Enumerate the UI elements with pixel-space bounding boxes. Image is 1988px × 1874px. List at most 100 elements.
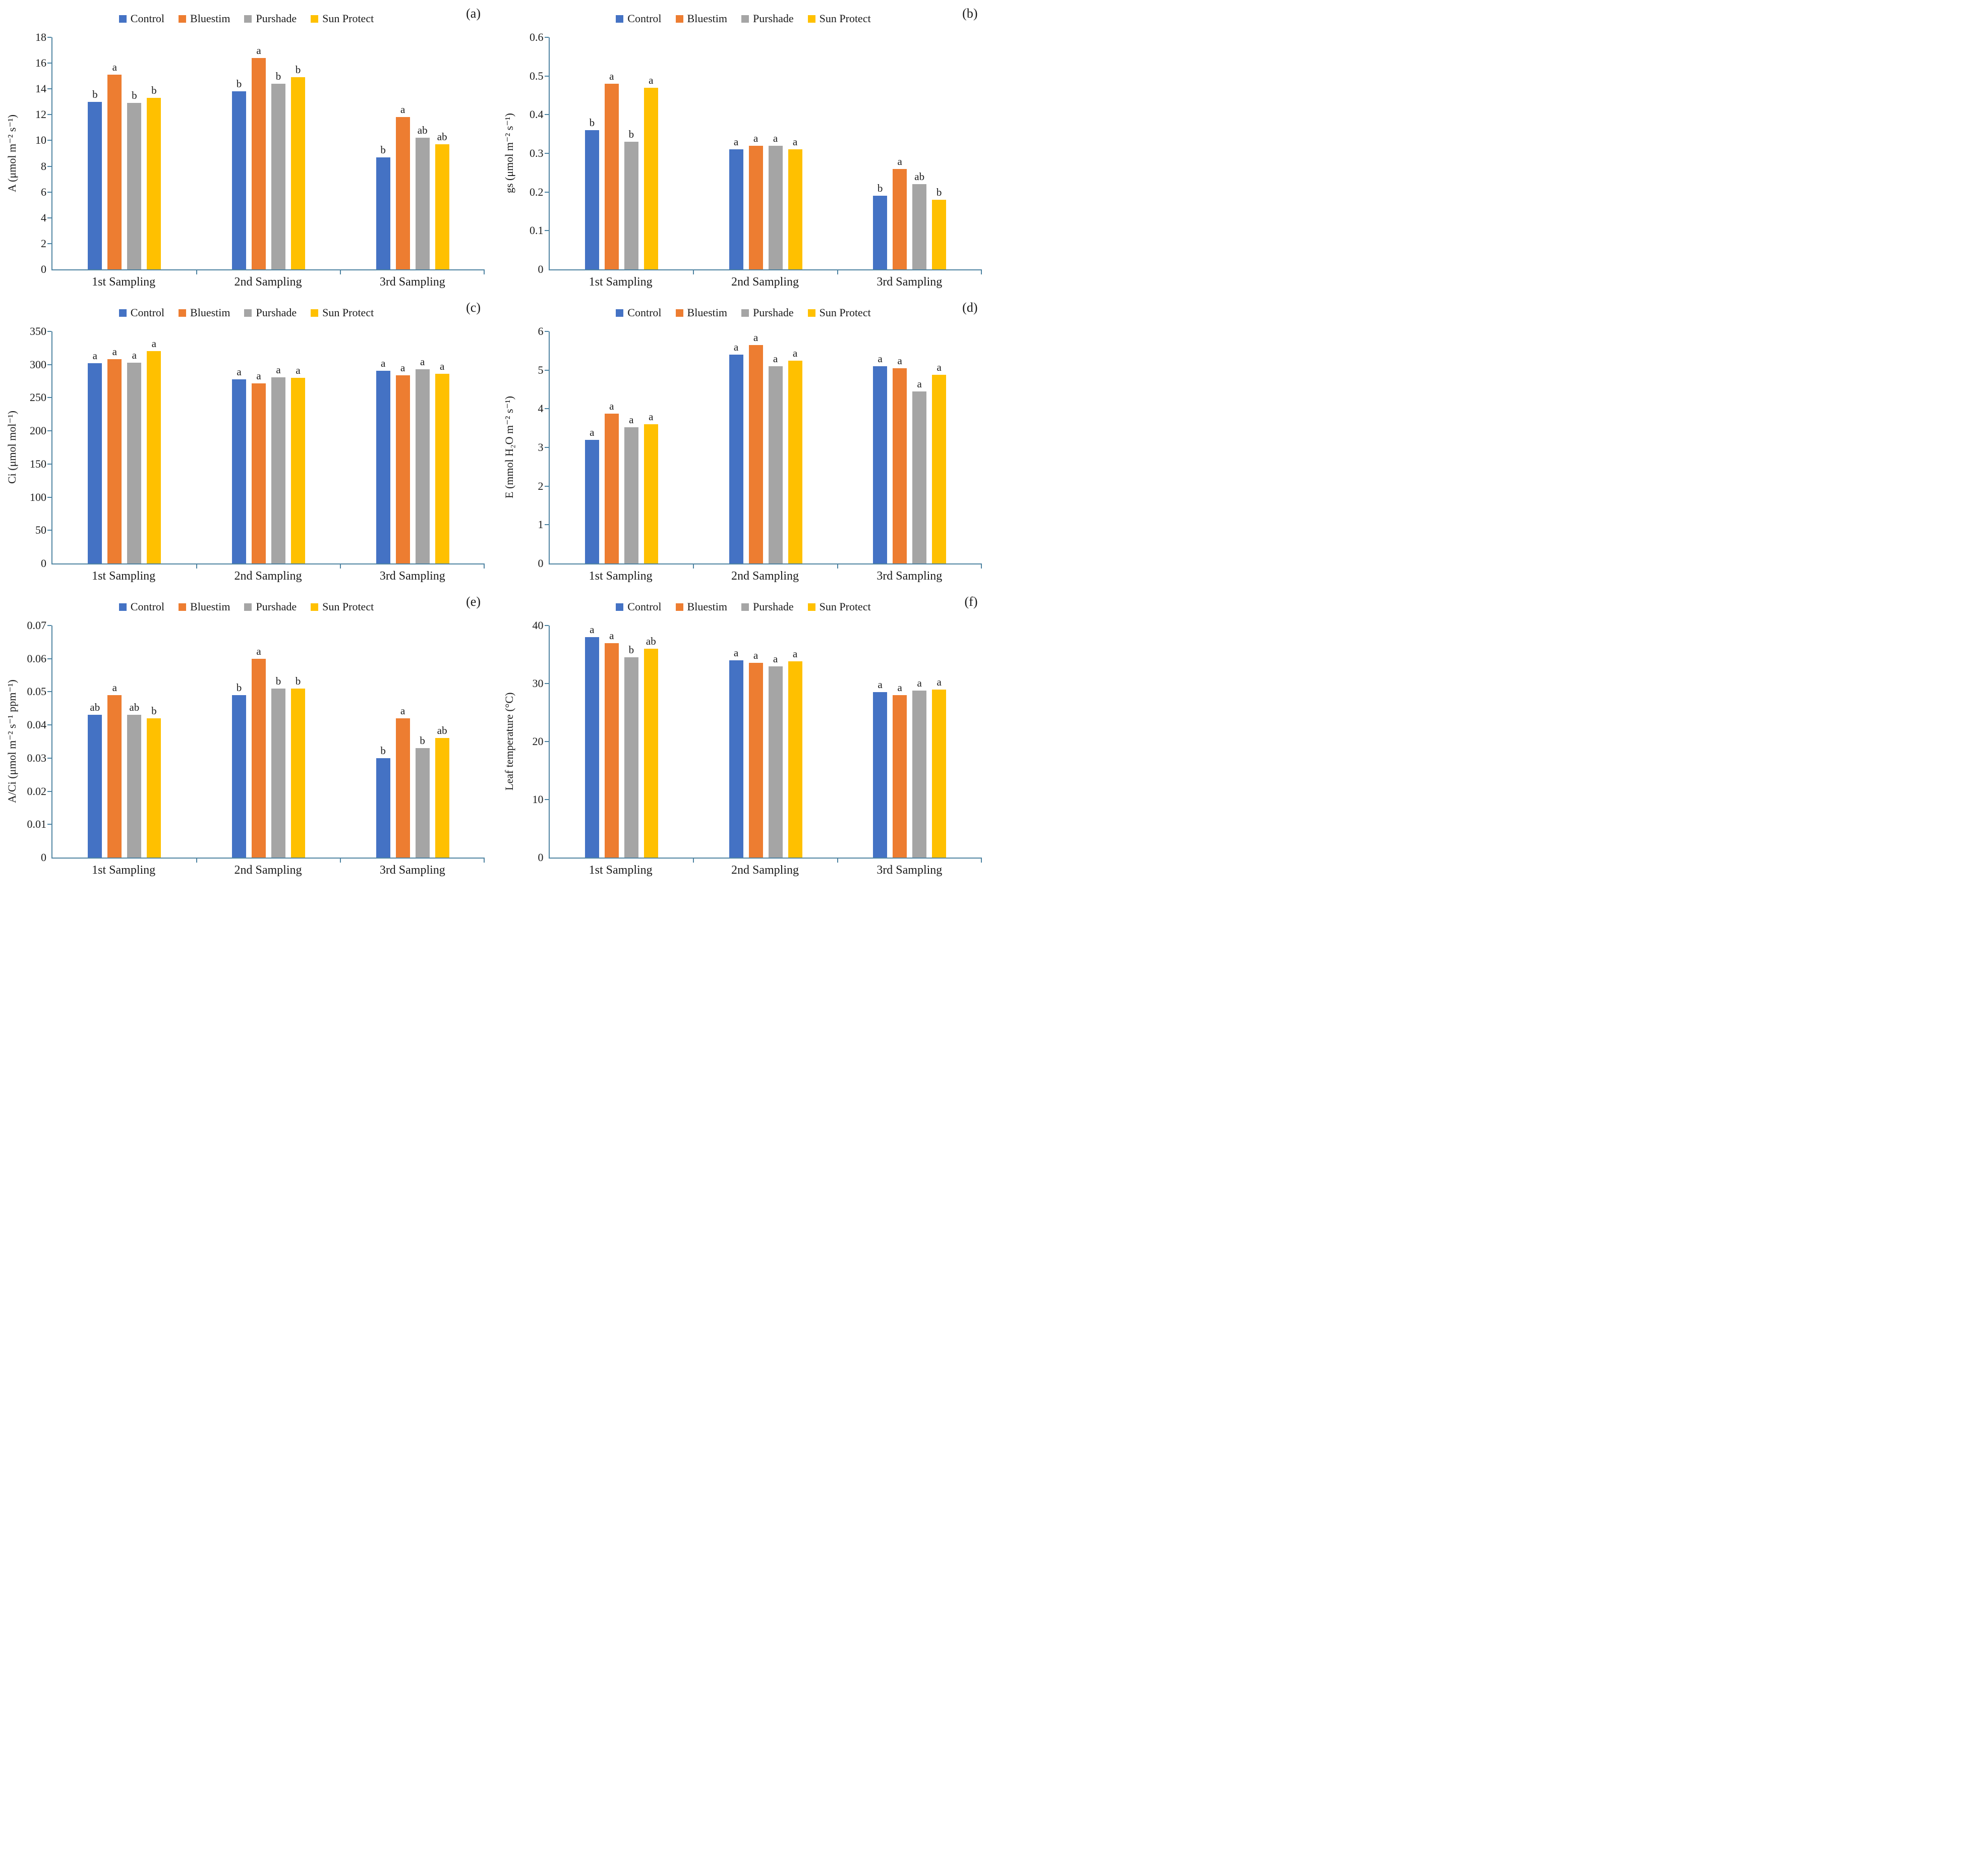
legend-swatch-icon bbox=[179, 309, 187, 317]
significance-letter: a bbox=[917, 377, 922, 390]
x-tick-mark bbox=[980, 270, 982, 274]
bar-slot-sun-protect: b bbox=[932, 187, 947, 269]
y-tick-mark bbox=[544, 114, 549, 116]
bar-purshade-1st-sampling bbox=[624, 427, 638, 563]
plot-area: a a a a a a a a a a a a bbox=[544, 331, 982, 569]
y-axis-tick-labels: 0 10 20 30 40 bbox=[518, 620, 549, 863]
bar-sun-protect-1st-sampling bbox=[644, 424, 658, 563]
y-tick-label: 0 bbox=[538, 557, 544, 570]
legend-swatch-icon bbox=[616, 603, 624, 611]
bar-slot-sun-protect: a bbox=[291, 365, 305, 563]
bar-slot-control: b bbox=[88, 89, 102, 269]
bar-sun-protect-3rd-sampling bbox=[435, 144, 449, 269]
y-axis-tick-labels: 0 0.01 0.02 0.03 0.04 0.05 0.06 0.07 bbox=[21, 620, 51, 863]
x-tick-mark bbox=[340, 859, 341, 863]
x-tick-mark bbox=[340, 564, 341, 569]
y-axis-tick-labels: 0 50 100 150 200 250 300 350 bbox=[21, 326, 51, 569]
legend-item-purshade: Purshade bbox=[244, 600, 297, 613]
bar-sun-protect-3rd-sampling bbox=[435, 738, 449, 858]
legend-item-purshade: Purshade bbox=[244, 12, 297, 25]
x-axis-category-labels: 1st Sampling 2nd Sampling 3rd Sampling bbox=[51, 864, 485, 877]
significance-letter: a bbox=[937, 675, 942, 688]
significance-letter: a bbox=[753, 331, 758, 344]
y-tick-label: 0.05 bbox=[27, 685, 47, 698]
significance-letter: a bbox=[590, 623, 595, 636]
legend-swatch-icon bbox=[311, 15, 319, 23]
y-tick-mark bbox=[47, 824, 51, 825]
y-tick-mark bbox=[544, 799, 549, 800]
panel-header: Control Bluestim Purshade Sun Protect (d) bbox=[500, 300, 987, 324]
six-panel-bar-chart-figure: Control Bluestim Purshade Sun Protect (a) A (… bbox=[0, 0, 994, 882]
bar-control-1st-sampling bbox=[584, 439, 599, 563]
significance-letter: ab bbox=[914, 171, 925, 183]
significance-letter: a bbox=[420, 355, 425, 368]
bar-control-1st-sampling bbox=[88, 363, 102, 563]
bar-slot-sun-protect: a bbox=[932, 675, 947, 858]
y-tick-mark bbox=[47, 530, 51, 531]
y-tick-label: 4 bbox=[41, 211, 46, 224]
bar-slot-sun-protect: ab bbox=[435, 132, 449, 269]
x-tick-mark bbox=[980, 564, 982, 569]
bar-slot-control: b bbox=[376, 745, 390, 858]
y-tick-mark bbox=[544, 369, 549, 371]
x-axis-category-labels: 1st Sampling 2nd Sampling 3rd Sampling bbox=[549, 864, 982, 877]
legend-swatch-icon bbox=[675, 603, 683, 611]
x-category-label: 3rd Sampling bbox=[876, 275, 943, 289]
legend-item-control: Control bbox=[119, 12, 164, 25]
x-category-label: 1st Sampling bbox=[589, 864, 653, 877]
legend-label: Control bbox=[130, 600, 165, 613]
bar-slot-sun-protect: a bbox=[788, 649, 802, 858]
bar-slot-purshade: b bbox=[415, 735, 430, 858]
legend-item-control: Control bbox=[616, 306, 662, 319]
bar-purshade-1st-sampling bbox=[127, 362, 142, 563]
y-axis-title: A (μmol m⁻² s⁻¹) bbox=[6, 115, 18, 192]
x-category-label: 1st Sampling bbox=[92, 275, 156, 289]
bar-slot-sun-protect: a bbox=[788, 348, 802, 563]
y-tick-label: 6 bbox=[41, 185, 46, 198]
legend: Control Bluestim Purshade Sun Protect bbox=[616, 12, 871, 25]
bar-bluestim-1st-sampling bbox=[604, 84, 619, 269]
bar-slot-purshade: b bbox=[271, 71, 285, 269]
bar-group-2nd-sampling: b a b b bbox=[197, 37, 341, 269]
x-category-label: 2nd Sampling bbox=[234, 570, 302, 583]
y-tick-mark bbox=[47, 63, 51, 64]
legend-label: Purshade bbox=[752, 306, 794, 319]
y-tick-mark bbox=[47, 757, 51, 759]
bar-slot-sun-protect: a bbox=[644, 75, 658, 269]
bar-bluestim-3rd-sampling bbox=[893, 168, 907, 269]
bar-slot-control: a bbox=[729, 342, 743, 563]
bar-control-2nd-sampling bbox=[729, 149, 743, 269]
significance-letter: a bbox=[773, 132, 778, 144]
legend-swatch-icon bbox=[311, 309, 319, 317]
significance-letter: a bbox=[92, 350, 97, 362]
bar-sun-protect-2nd-sampling bbox=[788, 149, 802, 269]
bar-group-1st-sampling: a a b ab bbox=[550, 623, 694, 858]
y-tick-label: 0.06 bbox=[27, 652, 47, 665]
bar-slot-control: b bbox=[232, 683, 246, 858]
legend: Control Bluestim Purshade Sun Protect bbox=[119, 600, 374, 613]
bar-slot-control: a bbox=[584, 623, 599, 858]
significance-letter: a bbox=[629, 414, 634, 426]
panel-letter: (a) bbox=[466, 6, 481, 21]
significance-letter: b bbox=[132, 89, 137, 102]
bar-bluestim-1st-sampling bbox=[604, 643, 619, 858]
x-category-label: 3rd Sampling bbox=[876, 864, 943, 877]
bar-slot-sun-protect: a bbox=[435, 361, 449, 563]
legend-label: Sun Protect bbox=[322, 306, 374, 319]
significance-letter: a bbox=[773, 353, 778, 365]
significance-letter: a bbox=[897, 682, 902, 694]
bar-group-2nd-sampling: b a b b bbox=[197, 626, 341, 858]
bar-purshade-3rd-sampling bbox=[415, 369, 430, 563]
bar-slot-sun-protect: ab bbox=[644, 636, 658, 858]
significance-letter: b bbox=[275, 70, 281, 82]
y-tick-label: 20 bbox=[532, 735, 544, 748]
y-tick-mark bbox=[544, 331, 549, 332]
legend-label: Sun Protect bbox=[322, 600, 374, 613]
bar-slot-purshade: ab bbox=[912, 171, 927, 269]
y-tick-mark bbox=[47, 331, 51, 332]
y-tick-mark bbox=[47, 165, 51, 167]
bar-slot-bluestim: a bbox=[107, 347, 122, 563]
y-tick-label: 3 bbox=[538, 441, 544, 453]
